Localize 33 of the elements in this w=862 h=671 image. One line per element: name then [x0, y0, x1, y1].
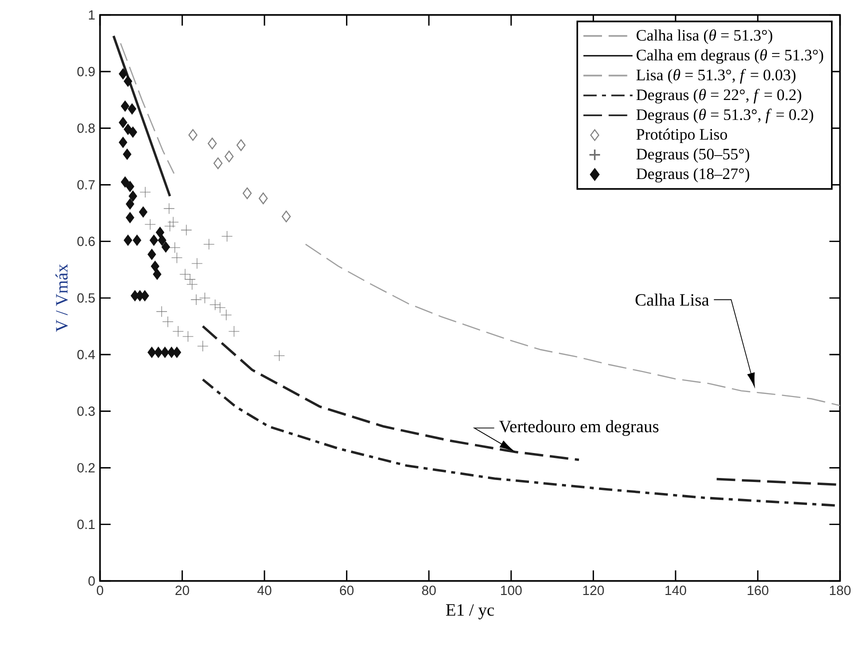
annotation: Calha Lisa: [636, 294, 709, 306]
y-tick-label: 0.6: [77, 236, 95, 246]
y-tick-label: 0.7: [77, 180, 95, 190]
x-tick-label: 20: [176, 586, 190, 596]
y-tick-label: 0.5: [77, 293, 95, 303]
legend-label: Calha em degraus (θ = 51.3°): [636, 49, 824, 64]
y-tick-label: 0.4: [77, 350, 95, 360]
legend-label: Degraus (θ = 22°, f = 0.2): [636, 88, 802, 104]
y-tick-label: 0.9: [77, 66, 95, 76]
x-tick-label: 140: [666, 586, 686, 596]
y-tick-label: 0.1: [77, 520, 95, 530]
legend-label: Degraus (50–55°): [636, 148, 750, 163]
x-axis-title: E1 / yc: [446, 604, 494, 620]
legend-label: Lisa (θ = 51.3°, f = 0.03): [636, 68, 796, 84]
annotation: Vertedouro em degraus: [499, 420, 658, 436]
x-tick-label: 120: [583, 586, 604, 596]
legend-label: Degraus (18–27°): [636, 168, 750, 182]
legend-label: Protótipo Liso: [636, 128, 728, 144]
x-tick-label: 0: [96, 586, 104, 596]
x-tick-label: 180: [830, 586, 851, 596]
y-axis-title: V / Vmáx: [55, 264, 68, 332]
x-tick-label: 160: [748, 586, 768, 596]
x-tick-label: 60: [340, 586, 354, 596]
x-tick-label: 80: [422, 586, 436, 596]
x-tick-label: 40: [257, 586, 272, 596]
y-tick-label: 0.3: [77, 406, 95, 416]
y-tick-label: 0: [88, 576, 95, 586]
x-tick-label: 100: [501, 586, 522, 596]
legend-label: Calha lisa (θ = 51.3°): [636, 29, 772, 44]
y-tick-label: 0.8: [77, 123, 95, 133]
y-tick-label: 0.2: [77, 463, 95, 472]
y-tick-label: 1: [88, 10, 95, 20]
legend-label: Degraus (θ = 51.3°, f = 0.2): [636, 108, 814, 124]
